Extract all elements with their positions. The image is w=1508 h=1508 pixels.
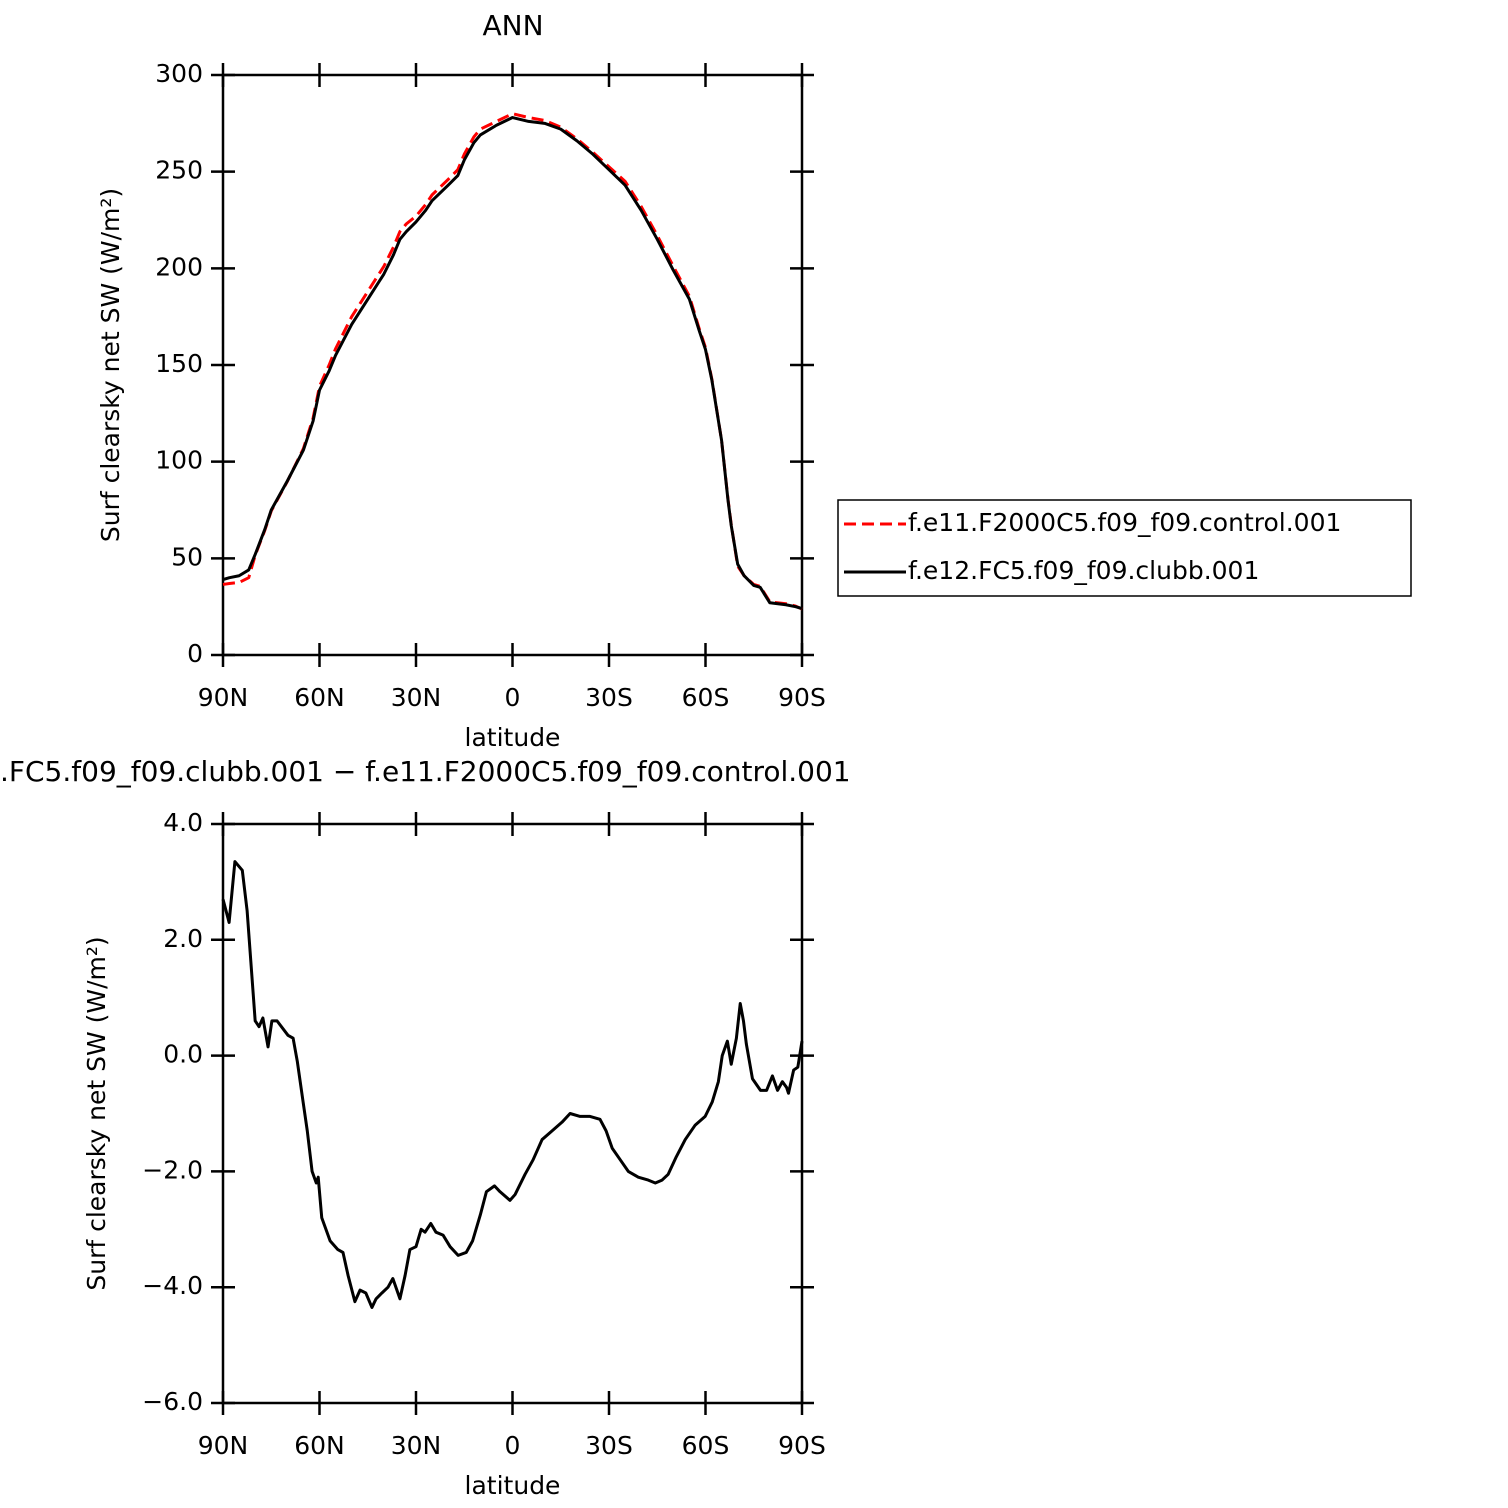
x-tick-label: 60S	[682, 683, 730, 712]
y-tick-label: −4.0	[142, 1271, 203, 1300]
y-axis-label: Surf clearsky net SW (W/m²)	[82, 936, 111, 1290]
legend-box	[837, 499, 1412, 597]
plot-frame	[221, 73, 804, 657]
x-tick-label: 60N	[294, 683, 345, 712]
y-tick-label: −6.0	[142, 1387, 203, 1416]
x-tick-label: 60S	[682, 1431, 730, 1460]
y-tick-label: 300	[155, 59, 203, 88]
y-tick-label: 2.0	[163, 924, 203, 953]
x-tick-label: 0	[505, 683, 521, 712]
x-tick-label: 90S	[778, 1431, 826, 1460]
data-line	[222, 116, 803, 611]
x-tick-label: 30S	[585, 1431, 633, 1460]
y-tick-label: 50	[171, 542, 203, 571]
legend-label: f.e11.F2000C5.f09_f09.control.001	[908, 508, 1341, 537]
x-axis-label: latitude	[465, 723, 561, 752]
y-tick-label: 150	[155, 349, 203, 378]
y-tick-label: 200	[155, 252, 203, 281]
plot-frame	[221, 822, 804, 1405]
data-line	[222, 112, 803, 611]
x-tick-label: 90N	[198, 683, 249, 712]
y-tick-label: 0.0	[163, 1040, 203, 1069]
chart-title: ANN	[482, 9, 543, 42]
x-tick-label: 60N	[294, 1431, 345, 1460]
x-tick-label: 0	[505, 1431, 521, 1460]
x-tick-label: 30N	[391, 1431, 442, 1460]
chart-title: .FC5.f09_f09.clubb.001 − f.e11.F2000C5.f…	[0, 755, 851, 788]
x-tick-label: 90N	[198, 1431, 249, 1460]
y-tick-label: 100	[155, 446, 203, 475]
y-axis-label: Surf clearsky net SW (W/m²)	[96, 188, 125, 542]
x-tick-label: 30S	[585, 683, 633, 712]
x-tick-label: 90S	[778, 683, 826, 712]
y-tick-label: 250	[155, 156, 203, 185]
x-tick-label: 30N	[391, 683, 442, 712]
y-tick-label: 0	[187, 639, 203, 668]
y-tick-label: −2.0	[142, 1155, 203, 1184]
legend-label: f.e12.FC5.f09_f09.clubb.001	[908, 556, 1259, 585]
data-line	[221, 860, 804, 1309]
x-axis-label: latitude	[465, 1471, 561, 1500]
y-tick-label: 4.0	[163, 808, 203, 837]
